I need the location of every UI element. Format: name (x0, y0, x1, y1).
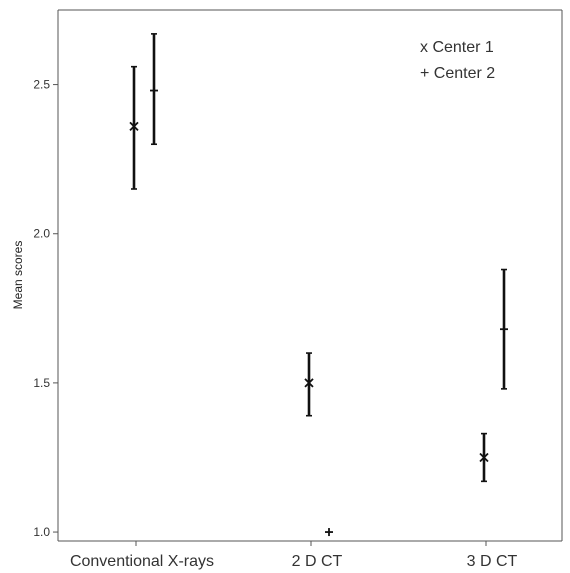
x-ticks: Conventional X-rays 2 D CT 3 D CT (70, 541, 518, 570)
x-marker (129, 121, 139, 131)
data-marks (129, 33, 508, 537)
y-tick-label: 1.0 (33, 525, 50, 539)
axes (57, 9, 563, 542)
y-axis-label: Mean scores (11, 241, 25, 310)
x-tick-label: Conventional X-rays (70, 553, 214, 570)
legend-entry-center-2: + Center 2 (420, 65, 495, 82)
plus-marker (325, 528, 333, 537)
y-tick-label: 2.0 (33, 227, 50, 241)
y-ticks: 1.0 1.5 2.0 2.5 (33, 78, 58, 539)
x-marker (304, 378, 314, 388)
x-tick-label: 2 D CT (292, 553, 343, 570)
x-tick-label: 3 D CT (467, 553, 518, 570)
legend: x Center 1 + Center 2 (420, 39, 495, 82)
y-tick-label: 1.5 (33, 376, 50, 390)
y-tick-label: 2.5 (33, 78, 50, 92)
plus-marker (150, 86, 158, 95)
x-marker (479, 452, 489, 463)
legend-entry-center-1: x Center 1 (420, 39, 494, 56)
plus-marker (500, 325, 508, 334)
